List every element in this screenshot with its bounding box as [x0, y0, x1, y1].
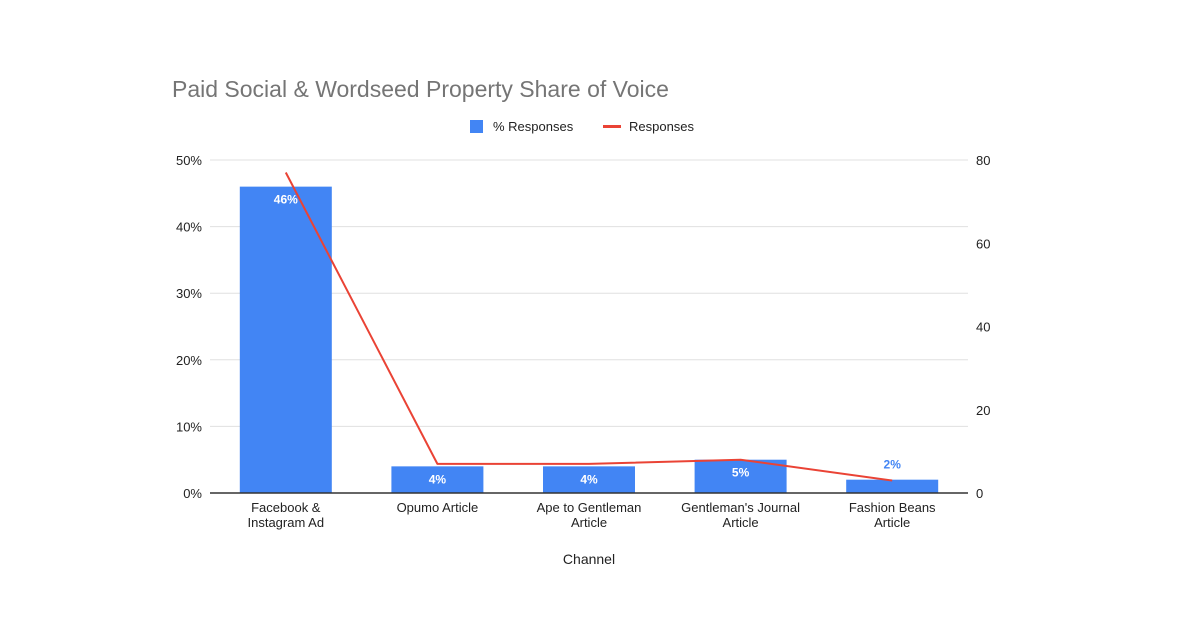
chart-title: Paid Social & Wordseed Property Share of… [172, 76, 669, 102]
bar-labels: 46% 4% 4% 5% 2% [274, 193, 901, 487]
x-axis-title: Channel [563, 551, 615, 567]
bar [846, 479, 939, 493]
bar-data-label: 4% [580, 472, 598, 486]
gridlines [210, 159, 968, 427]
left-tick-label: 50% [176, 153, 202, 168]
line-responses [284, 172, 893, 482]
category-label: Facebook & Instagram Ad [247, 500, 324, 530]
right-tick-label: 60 [976, 236, 990, 251]
bar-data-label: 4% [429, 472, 447, 486]
bar-data-label: 2% [884, 458, 902, 472]
legend-label-bar: % Responses [493, 119, 574, 134]
right-tick-label: 0 [976, 486, 983, 501]
legend-swatch-line [603, 125, 621, 128]
legend: % Responses Responses [470, 119, 695, 134]
left-tick-label: 30% [176, 286, 202, 301]
category-label: Fashion Beans Article [849, 500, 936, 530]
category-label: Gentleman's Journal Article [681, 500, 800, 530]
bar [391, 466, 484, 493]
legend-label-line: Responses [629, 119, 695, 134]
bars [239, 186, 939, 493]
right-tick-label: 20 [976, 403, 990, 418]
category-label: Opumo Article [397, 500, 479, 515]
right-tick-label: 80 [976, 153, 990, 168]
right-axis-ticks: 0 20 40 60 80 [976, 153, 990, 501]
bar [239, 186, 332, 493]
left-tick-label: 20% [176, 353, 202, 368]
bar-data-label: 5% [732, 466, 750, 480]
right-tick-label: 40 [976, 320, 990, 335]
bar-data-label: 46% [274, 193, 298, 207]
left-tick-label: 10% [176, 419, 202, 434]
category-labels: Facebook & Instagram Ad Opumo Article Ape t… [247, 500, 936, 530]
bar [543, 466, 635, 493]
left-tick-label: 0% [183, 486, 202, 501]
left-axis-ticks: 0% 10% 20% 30% 40% 50% [176, 153, 202, 501]
legend-swatch-bar [470, 120, 483, 133]
category-label: Ape to Gentleman Article [537, 500, 642, 530]
line-series [284, 172, 893, 482]
bar [694, 459, 787, 493]
left-tick-label: 40% [176, 220, 202, 235]
